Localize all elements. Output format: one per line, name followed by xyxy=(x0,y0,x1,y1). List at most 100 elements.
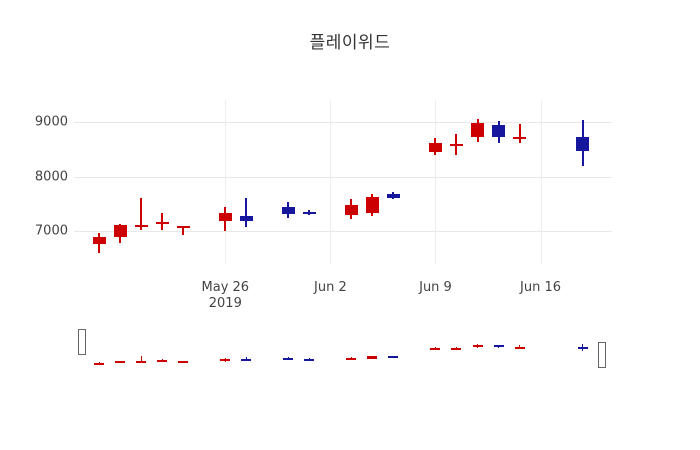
candlestick[interactable] xyxy=(428,100,442,264)
candlestick-body xyxy=(365,197,379,214)
x-gridline xyxy=(225,100,227,264)
candlestick-body xyxy=(92,236,106,244)
candlestick[interactable] xyxy=(386,100,400,264)
candlestick-body xyxy=(155,222,169,225)
candlestick-body xyxy=(281,206,295,214)
candlestick-wick xyxy=(140,197,143,230)
range-slider-body xyxy=(136,360,147,363)
candlestick[interactable] xyxy=(155,100,169,264)
candlestick-body xyxy=(428,142,442,152)
range-slider-candlestick xyxy=(136,320,147,376)
y-gridline xyxy=(74,176,612,178)
candlestick-wick xyxy=(161,213,164,230)
range-slider-candlestick xyxy=(304,320,315,376)
range-slider-candlestick xyxy=(157,320,168,376)
x-gridline xyxy=(435,100,437,264)
candlestick[interactable] xyxy=(239,100,253,264)
candlestick[interactable] xyxy=(365,100,379,264)
candlestick-wick xyxy=(182,225,185,235)
range-slider-body xyxy=(157,360,168,363)
candlestick[interactable] xyxy=(281,100,295,264)
range-slider-body xyxy=(472,344,483,348)
candlestick[interactable] xyxy=(218,100,232,264)
range-slider-candlestick xyxy=(346,320,357,376)
range-slider-wick xyxy=(245,356,247,361)
range-slider-candlestick xyxy=(283,320,294,376)
range-slider-body xyxy=(367,356,378,359)
candlestick-body xyxy=(386,194,400,199)
candlestick-wick xyxy=(518,124,521,143)
range-slider-body xyxy=(178,360,189,363)
range-slider-candlestick xyxy=(430,320,441,376)
candlestick-body xyxy=(134,225,148,228)
range-slider-wick xyxy=(140,356,142,362)
range-slider-candlestick xyxy=(388,320,399,376)
range-slider-body xyxy=(346,357,357,360)
range-slider-body xyxy=(430,347,441,350)
candlestick[interactable] xyxy=(449,100,463,264)
range-slider-candlestick xyxy=(178,320,189,376)
x-gridline xyxy=(330,100,332,264)
candlestick-body xyxy=(302,211,316,214)
range-end-handle[interactable] xyxy=(598,342,606,368)
range-slider-body xyxy=(94,362,105,365)
candlestick[interactable] xyxy=(513,100,527,264)
candlestick[interactable] xyxy=(113,100,127,264)
y-axis-tick-label: 8000 xyxy=(34,169,68,185)
range-slider-body xyxy=(577,347,588,350)
candlestick-body xyxy=(113,224,127,237)
range-slider-body xyxy=(304,358,315,361)
range-slider-wick xyxy=(161,358,163,362)
y-axis-tick-label: 7000 xyxy=(34,223,68,239)
range-slider-body xyxy=(115,360,126,363)
range-slider-candlestick xyxy=(451,320,462,376)
range-slider-body xyxy=(388,355,399,358)
range-slider-body xyxy=(220,358,231,361)
range-slider-body xyxy=(283,357,294,360)
range-slider-candlestick xyxy=(220,320,231,376)
candlestick[interactable] xyxy=(576,100,590,264)
candlestick-body xyxy=(513,137,527,140)
candlestick-body xyxy=(471,122,484,138)
candlestick[interactable] xyxy=(176,100,190,264)
x-gridline xyxy=(540,100,542,264)
range-slider-candlestick xyxy=(472,320,483,376)
chart-title: 플레이위드 xyxy=(309,33,391,53)
range-slider-body xyxy=(514,347,525,350)
range-slider-candlestick xyxy=(94,320,105,376)
range-slider-wick xyxy=(519,344,521,348)
x-axis-tick-label: May 26 2019 xyxy=(201,280,250,311)
candlestick-body xyxy=(492,124,506,137)
candlestick-body xyxy=(239,215,253,222)
candlestick-body xyxy=(176,226,190,229)
x-axis-tick-label: Jun 9 xyxy=(419,280,452,295)
candlestick-plot-area xyxy=(74,100,612,264)
range-slider-candlestick xyxy=(493,320,504,376)
x-axis-tick-label: Jun 2 xyxy=(314,280,347,295)
candlestick[interactable] xyxy=(471,100,484,264)
candlestick[interactable] xyxy=(492,100,506,264)
range-start-handle[interactable] xyxy=(78,329,86,355)
y-gridline xyxy=(74,121,612,123)
candlestick-body xyxy=(449,143,463,146)
x-axis-tick-label: Jun 16 xyxy=(520,280,562,295)
range-slider-candlestick xyxy=(367,320,378,376)
candlestick[interactable] xyxy=(344,100,358,264)
candlestick[interactable] xyxy=(134,100,148,264)
range-slider-candlestick xyxy=(241,320,252,376)
y-gridline xyxy=(74,231,612,233)
candlestick[interactable] xyxy=(92,100,106,264)
range-slider[interactable] xyxy=(74,320,612,376)
range-slider-body xyxy=(451,348,462,351)
range-slider-candlestick xyxy=(514,320,525,376)
candlestick-body xyxy=(344,204,358,215)
range-slider-candlestick xyxy=(577,320,588,376)
range-slider-candlestick xyxy=(115,320,126,376)
y-axis-tick-label: 9000 xyxy=(34,114,68,130)
candlestick[interactable] xyxy=(302,100,316,264)
range-slider-body xyxy=(241,359,252,362)
candlestick-body xyxy=(576,137,590,152)
candlestick-wick xyxy=(245,198,248,227)
candlestick-body xyxy=(218,213,232,222)
